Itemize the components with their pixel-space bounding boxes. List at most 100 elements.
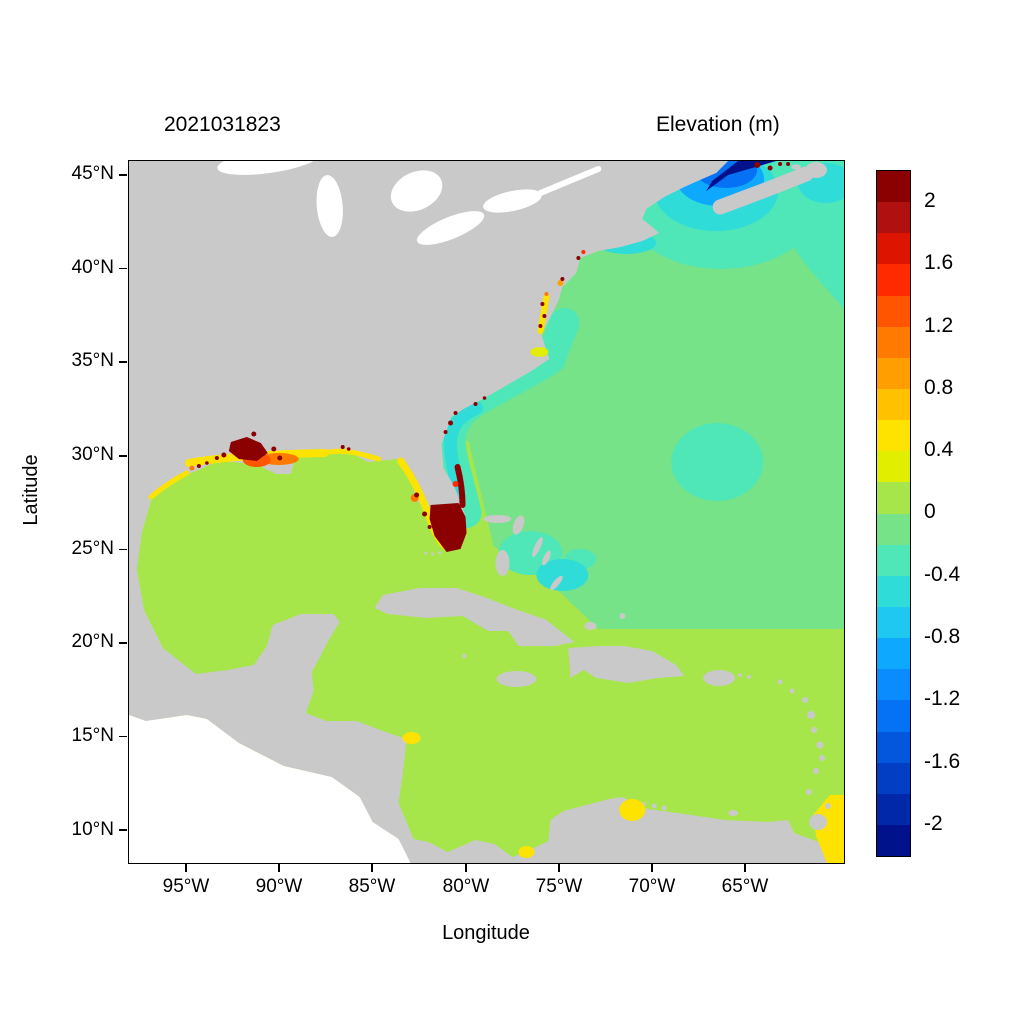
cuba-island <box>374 588 575 646</box>
colorbar-band <box>877 233 910 265</box>
colorbar-title: Elevation (m) <box>656 113 780 136</box>
x-tick <box>371 863 373 872</box>
colorbar-band <box>877 171 910 203</box>
y-tick <box>119 361 127 363</box>
colorbar-band <box>877 420 910 452</box>
x-axis-title: Longitude <box>442 922 530 944</box>
uraba-yellow-patch <box>518 846 535 858</box>
x-tick-label: 75°W <box>535 876 583 897</box>
maracaibo-yellow-patch <box>619 799 646 821</box>
colorbar-band <box>877 513 910 545</box>
colorbar-tick-label: -1.6 <box>924 750 961 773</box>
colorbar-band <box>877 824 910 857</box>
nova-scotia-peninsula <box>712 162 828 215</box>
colorbar-bands <box>876 170 911 857</box>
x-tick-label: 85°W <box>348 876 396 897</box>
puerto-rico-island <box>703 670 736 686</box>
y-tick <box>119 455 127 457</box>
galveston-orange-dot <box>189 465 195 471</box>
colorbar-tick-label: 1.2 <box>924 314 954 337</box>
bahamas-shelf-patches <box>498 531 597 591</box>
colorbar-tick-label: 1.6 <box>924 251 954 274</box>
y-tick-label: 20°N <box>71 631 114 652</box>
florida-keys <box>424 551 442 556</box>
x-tick <box>744 863 746 872</box>
colorbar-tick-label: 0.4 <box>924 438 954 461</box>
colorbar-band <box>877 638 910 670</box>
colorbar-band <box>877 388 910 421</box>
y-axis-title: Latitude <box>20 454 42 526</box>
south-florida-red-area <box>429 464 467 552</box>
y-tick-label: 45°N <box>71 163 114 184</box>
hispaniola-island <box>568 646 685 683</box>
offshore-circular-patch <box>671 423 764 501</box>
louisiana-marsh-cluster <box>196 431 351 468</box>
x-tick <box>558 863 560 872</box>
great-lakes <box>217 161 602 245</box>
colorbar-band <box>877 326 910 358</box>
colorbar-band <box>877 264 910 296</box>
colorbar-band <box>877 202 910 234</box>
jamaica-island <box>496 671 537 687</box>
colorbar-band <box>877 793 910 825</box>
pacific-no-data-region <box>129 715 411 863</box>
lesser-antilles-islands <box>462 654 826 816</box>
south-america-landmass <box>512 797 844 863</box>
x-tick <box>465 863 467 872</box>
x-tick-label: 70°W <box>628 876 676 897</box>
colorbar-band <box>877 295 910 327</box>
lake-superior <box>217 161 321 175</box>
colorbar-band <box>877 762 910 794</box>
colorbar-tick-label: 2 <box>924 189 936 212</box>
pamlico-sound-patch <box>530 347 549 357</box>
colorbar-tick-label: 0.8 <box>924 376 954 399</box>
y-tick <box>119 267 127 270</box>
colorbar-band <box>877 669 910 701</box>
x-tick-label: 95°W <box>162 876 210 897</box>
georgia-carolinas-specks <box>443 396 487 434</box>
trinidad-island <box>809 814 828 830</box>
gracias-a-dios-yellow-patch <box>402 732 421 744</box>
x-tick-label: 65°W <box>721 876 769 897</box>
colorbar-band <box>877 700 910 732</box>
y-tick <box>119 174 127 176</box>
y-tick <box>119 829 127 831</box>
y-tick <box>119 548 127 551</box>
colorbar-band <box>877 606 910 639</box>
colorbar-band <box>877 544 910 576</box>
x-tick <box>278 863 280 872</box>
colorbar-tick-label: -0.8 <box>924 625 961 648</box>
colorbar-band <box>877 451 910 483</box>
y-tick-label: 40°N <box>71 257 114 278</box>
map-plot-area <box>128 160 845 864</box>
y-tick <box>119 642 127 644</box>
lake-huron <box>390 170 443 212</box>
colorbar-tick-label: -1.2 <box>924 687 961 710</box>
colorbar-band <box>877 731 910 763</box>
x-tick-label: 80°W <box>442 876 490 897</box>
y-tick <box>119 735 127 738</box>
tampa-charlotte-specks <box>414 492 432 529</box>
chesapeake-delaware-specks <box>537 250 586 334</box>
st-lawrence-river <box>537 166 602 196</box>
bahamas-islands <box>483 515 626 630</box>
y-tick-label: 35°N <box>71 350 114 371</box>
y-tick-label: 30°N <box>71 444 114 465</box>
y-tick-label: 25°N <box>71 538 114 559</box>
y-tick-label: 15°N <box>71 725 114 746</box>
colorbar-band <box>877 482 910 514</box>
colorbar-tick-label: -0.4 <box>924 563 961 586</box>
x-tick-label: 90°W <box>255 876 303 897</box>
left-title: 2021031823 <box>164 113 281 136</box>
colorbar-tick-label: -2 <box>924 812 943 835</box>
x-tick <box>185 863 187 872</box>
tobago-island <box>825 803 832 809</box>
lake-michigan <box>316 175 343 237</box>
colorbar-band <box>877 575 910 607</box>
minas-basin-specks <box>754 162 791 171</box>
y-tick-label: 10°N <box>71 819 114 840</box>
orinoco-trinidad-edge <box>809 795 844 863</box>
colorbar-band <box>877 357 910 389</box>
elevation-map <box>129 161 844 863</box>
